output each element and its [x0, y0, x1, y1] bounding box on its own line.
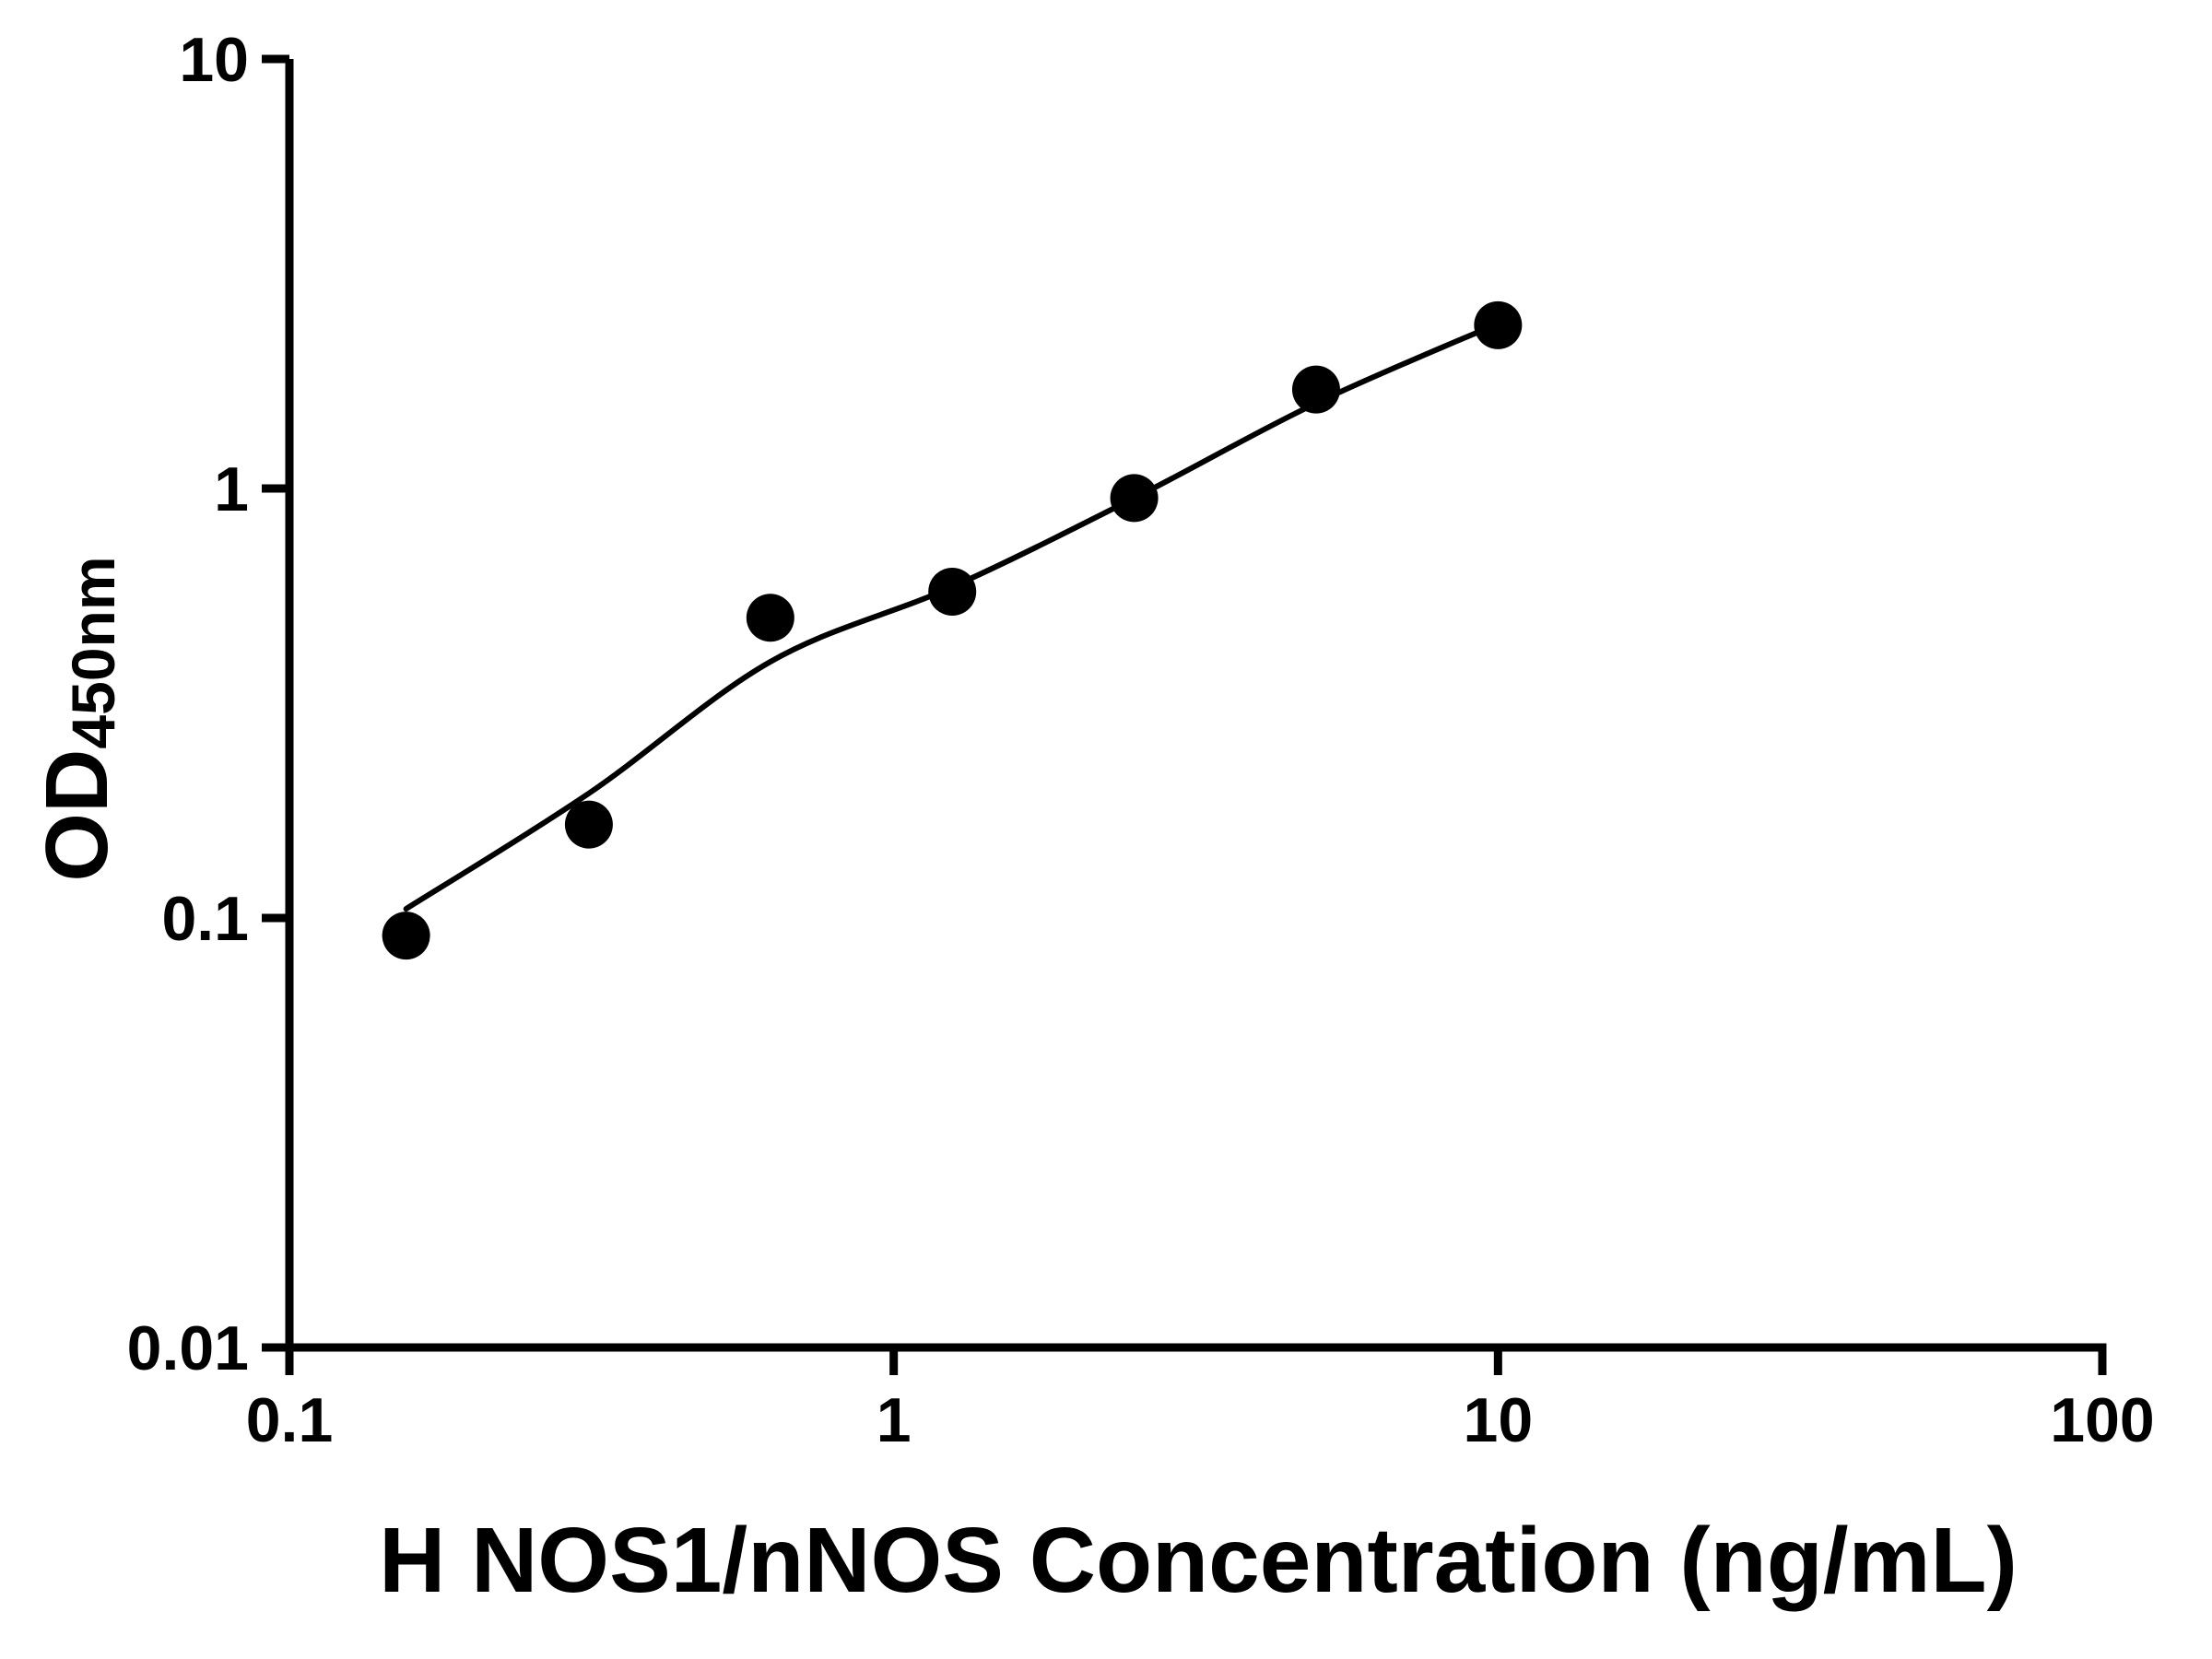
y-axis-label-subscript: 450nm [58, 556, 127, 749]
y-tick-label: 10 [179, 25, 249, 95]
x-tick-label: 100 [2050, 1385, 2154, 1455]
data-point [564, 800, 613, 849]
x-axis-title: H NOS1/nNOS Concentration (ng/mL) [379, 1509, 2018, 1612]
y-axis-label-main: OD [28, 748, 126, 882]
y-tick-label: 1 [214, 454, 249, 524]
x-tick-label: 1 [877, 1385, 912, 1455]
data-point [746, 594, 794, 642]
y-axis-label: OD450nm [27, 396, 128, 1041]
y-tick-label: 0.1 [161, 884, 249, 954]
x-tick-label: 10 [1464, 1385, 1534, 1455]
data-point [1474, 300, 1523, 349]
x-tick-label: 0.1 [246, 1385, 334, 1455]
y-tick-label: 0.01 [127, 1313, 249, 1383]
data-point [928, 567, 977, 616]
data-point [1291, 365, 1340, 414]
data-point [1110, 474, 1159, 523]
data-point [382, 912, 430, 960]
